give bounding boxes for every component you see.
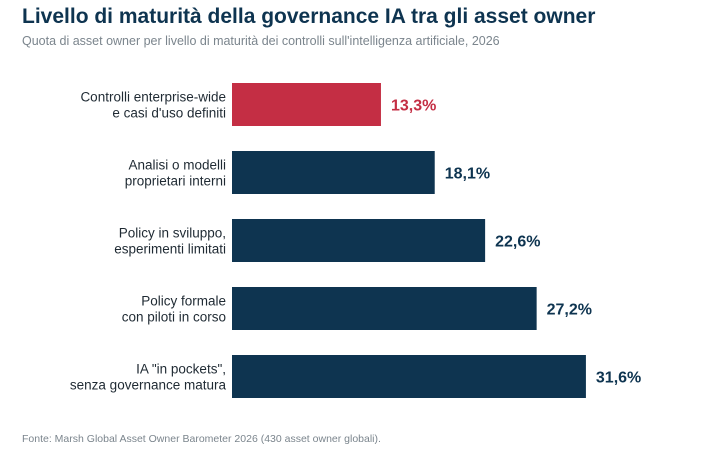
bar-5 — [232, 355, 586, 398]
source-note: Fonte: Marsh Global Asset Owner Baromete… — [22, 433, 381, 445]
category-label-1: Controlli enterprise-wide e casi d'uso de… — [80, 90, 226, 121]
bar-1 — [232, 83, 381, 126]
value-label-5: 31,6% — [596, 370, 641, 387]
category-label-2: Analisi o modelli proprietari interni — [125, 158, 226, 189]
chart-title: Livello di maturità della governance IA … — [22, 5, 596, 28]
bar-3 — [232, 219, 486, 262]
value-label-1: 13,3% — [391, 98, 436, 115]
category-label-5: IA "in pockets", senza governance matura — [70, 362, 227, 393]
category-label-4: Policy formale con piloti in corso — [122, 294, 226, 325]
bar-4 — [232, 287, 537, 330]
value-label-3: 22,6% — [495, 234, 540, 251]
value-label-2: 18,1% — [445, 166, 490, 183]
value-label-4: 27,2% — [547, 302, 592, 319]
category-label-3: Policy in sviluppo, esperimenti limitati — [114, 226, 226, 257]
bar-2 — [232, 151, 435, 194]
chart-subtitle: Quota di asset owner per livello di matu… — [22, 34, 500, 48]
